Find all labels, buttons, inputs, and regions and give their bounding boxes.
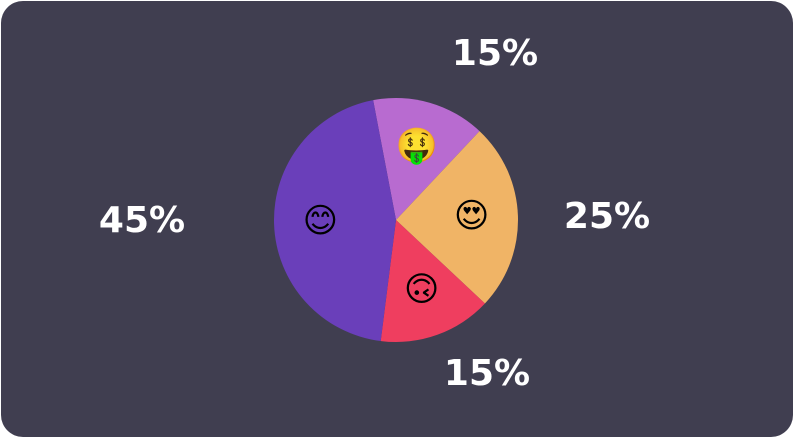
- pie-slice: [373, 97, 480, 220]
- value-label: 45%: [99, 200, 185, 241]
- slice-emoji: 🤑: [396, 126, 438, 166]
- value-label: 25%: [564, 196, 650, 237]
- slice-emoji: 😊: [303, 201, 338, 241]
- value-label: 15%: [444, 353, 530, 394]
- value-label: 15%: [452, 33, 538, 74]
- slice-emoji: 🙃: [404, 270, 439, 310]
- pie-slice: [396, 131, 518, 304]
- pie-slice: [380, 220, 485, 342]
- slice-emoji: 😍: [454, 196, 489, 236]
- pie-slice: [274, 100, 396, 342]
